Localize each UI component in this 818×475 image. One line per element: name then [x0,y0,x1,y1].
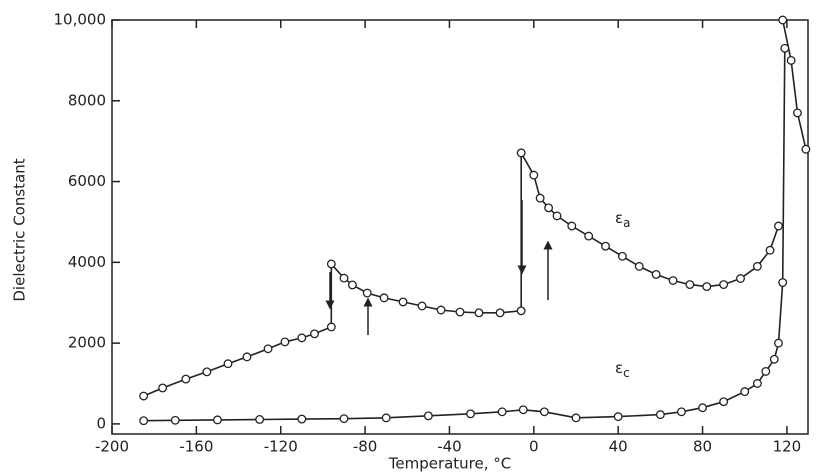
data-point [613,412,623,422]
annotation: εc [615,359,630,380]
data-point [297,333,307,343]
data-point [516,306,526,316]
data-point [769,354,779,364]
x-tick-label: 0 [529,438,539,456]
annotation-subscript: c [623,366,630,380]
y-tick-label: 6000 [68,172,106,190]
data-point [793,108,802,118]
annotation-symbol: ε [615,359,623,377]
data-point [778,15,788,25]
data-point [202,367,212,377]
data-point [539,407,549,417]
data-point [786,55,796,65]
data-point [347,280,357,290]
data-point [495,308,505,318]
x-tick-label: 80 [693,438,712,456]
data-point [181,374,191,384]
data-point [752,379,762,388]
data-point [761,366,771,376]
data-point [255,415,265,424]
data-point [529,170,539,180]
data-point [740,387,750,397]
y-tick-label: 4000 [68,253,106,271]
data-point [535,193,545,203]
data-point [417,301,427,311]
data-point [698,403,707,413]
y-tick-label: 2000 [68,334,106,352]
data-point [655,410,665,420]
series-line [143,19,807,397]
data-point [668,276,678,285]
data-point [280,337,290,347]
data-point [310,329,319,339]
x-axis-title: Temperature, °C [388,455,512,473]
data-point [567,221,577,231]
series-line [143,48,786,422]
data-point [436,305,446,315]
data-point [263,344,273,354]
data-point [617,251,627,261]
data-point [398,297,408,307]
data-point [584,231,594,241]
annotation: εa [615,209,630,230]
data-point [158,383,168,393]
data-point [765,245,775,255]
data-point [379,293,389,303]
data-point [223,359,233,369]
data-point [497,407,507,417]
data-point [326,259,336,269]
data-point [801,144,811,154]
data-point [139,416,149,426]
x-tick-label: -120 [264,438,298,456]
plot-frame [111,19,809,435]
data-point [719,280,729,290]
data-point [634,261,644,271]
x-tick-label: 120 [773,438,802,456]
data-point [677,407,686,417]
data-point [552,211,562,221]
data-point [601,241,610,251]
data-point [423,411,433,421]
data-point [516,148,526,158]
data-point [651,270,661,279]
y-tick-label: 8000 [68,91,106,109]
data-point [774,221,783,231]
data-point [685,280,695,290]
annotation-symbol: ε [615,209,623,227]
data-point [362,288,372,298]
data-point [518,405,528,415]
data-point [736,274,745,283]
data-point [139,391,149,401]
x-tick-label: -160 [179,438,213,456]
data-point [455,307,465,317]
y-axis-title: Dielectric Constant [11,158,29,301]
data-point [339,414,349,424]
data-point [571,413,581,423]
y-tick-label: 10,000 [54,11,107,29]
data-point [466,409,475,419]
data-point [170,415,180,425]
data-point [339,273,349,283]
data-point [326,322,336,332]
x-tick-label: 40 [609,438,628,456]
x-tick-label: -80 [353,438,378,456]
x-tick-label: -200 [95,438,129,456]
data-point [702,282,712,292]
y-tick-label: 0 [96,414,106,432]
data-point [381,413,391,423]
data-point [778,278,788,287]
data-point [213,415,222,425]
data-point [544,203,554,213]
data-point [719,397,729,407]
data-point [242,352,252,362]
data-point [752,261,762,271]
x-tick-label: -40 [437,438,462,456]
data-point [474,308,484,318]
data-point [297,414,307,424]
data-point [780,43,790,53]
data-point [774,338,783,348]
annotation-subscript: a [623,216,630,230]
